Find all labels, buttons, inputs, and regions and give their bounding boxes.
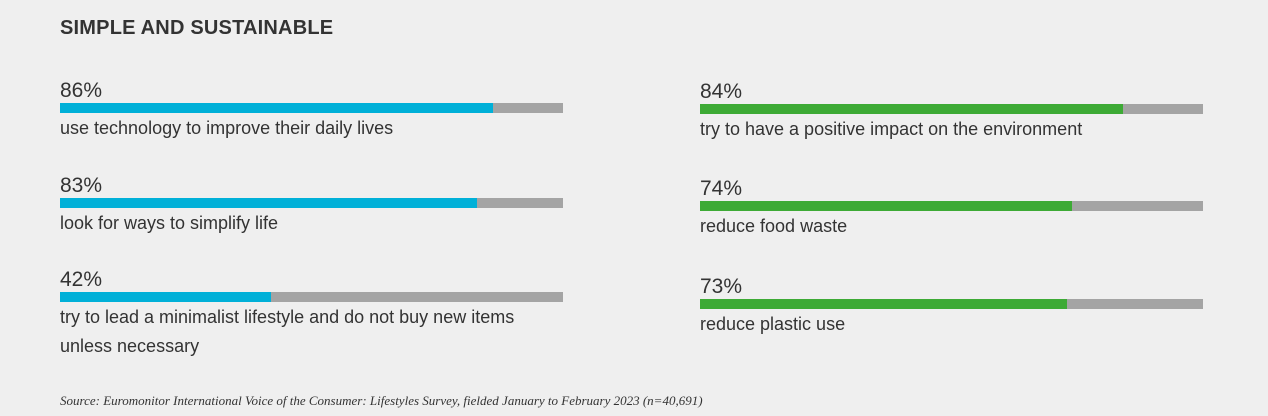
stat-item: 86% use technology to improve their dail…: [60, 80, 563, 143]
stat-item: 84% try to have a positive impact on the…: [700, 81, 1203, 144]
percent-label: 42%: [60, 268, 103, 291]
stat-description: use technology to improve their daily li…: [60, 118, 394, 138]
bar-fill: [60, 292, 272, 302]
bar-track: [700, 201, 1203, 211]
percent-label: 83%: [60, 174, 103, 197]
bar-track: [60, 198, 563, 208]
stat-description: reduce food waste: [700, 216, 848, 236]
stat-description: try to lead a minimalist lifestyle and d…: [60, 307, 515, 356]
stat-item: 42% try to lead a minimalist lifestyle a…: [60, 269, 563, 361]
bar-track: [700, 299, 1203, 309]
bar-fill: [60, 103, 493, 113]
bar-track: [60, 103, 563, 113]
stat-description: reduce plastic use: [700, 314, 846, 334]
chart-title: SIMPLE AND SUSTAINABLE: [60, 17, 334, 39]
stat-item: 74% reduce food waste: [700, 178, 1203, 241]
bar-track: [700, 104, 1203, 114]
bar-fill: [60, 198, 478, 208]
bar-fill: [700, 104, 1123, 114]
stat-item: 73% reduce plastic use: [700, 276, 1203, 339]
percent-label: 84%: [700, 80, 743, 103]
stat-item: 83% look for ways to simplify life: [60, 175, 563, 238]
percent-label: 86%: [60, 79, 103, 102]
stat-description: try to have a positive impact on the env…: [700, 119, 1083, 139]
source-note: Source: Euromonitor International Voice …: [60, 393, 703, 408]
percent-label: 74%: [700, 177, 743, 200]
bar-fill: [700, 299, 1068, 309]
stat-description: look for ways to simplify life: [60, 213, 279, 233]
bar-track: [60, 292, 563, 302]
bar-fill: [700, 201, 1073, 211]
percent-label: 73%: [700, 275, 743, 298]
